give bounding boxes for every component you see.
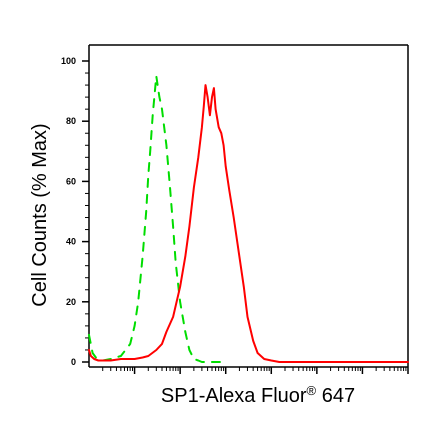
y-tick-label: 0 [71, 357, 76, 367]
y-axis-label: Cell Counts (% Max) [29, 123, 51, 306]
x-axis-label: SP1-Alexa Fluor® 647 [161, 383, 355, 407]
y-tick-label: 80 [66, 116, 76, 126]
y-tick-label: 20 [66, 297, 76, 307]
y-tick-label: 40 [66, 237, 76, 247]
axes-group: 0 20 40 60 80 100 [61, 44, 409, 374]
control-histogram-line [88, 75, 227, 363]
x-axis-label-superscript: ® [307, 383, 317, 398]
x-axis-label-suffix: 647 [316, 385, 355, 407]
y-tick-label: 100 [61, 56, 76, 66]
x-axis-label-main: SP1-Alexa Fluor [161, 385, 307, 407]
series-group [88, 75, 409, 363]
y-tick-label: 60 [66, 176, 76, 186]
sample-histogram-line [88, 84, 409, 363]
